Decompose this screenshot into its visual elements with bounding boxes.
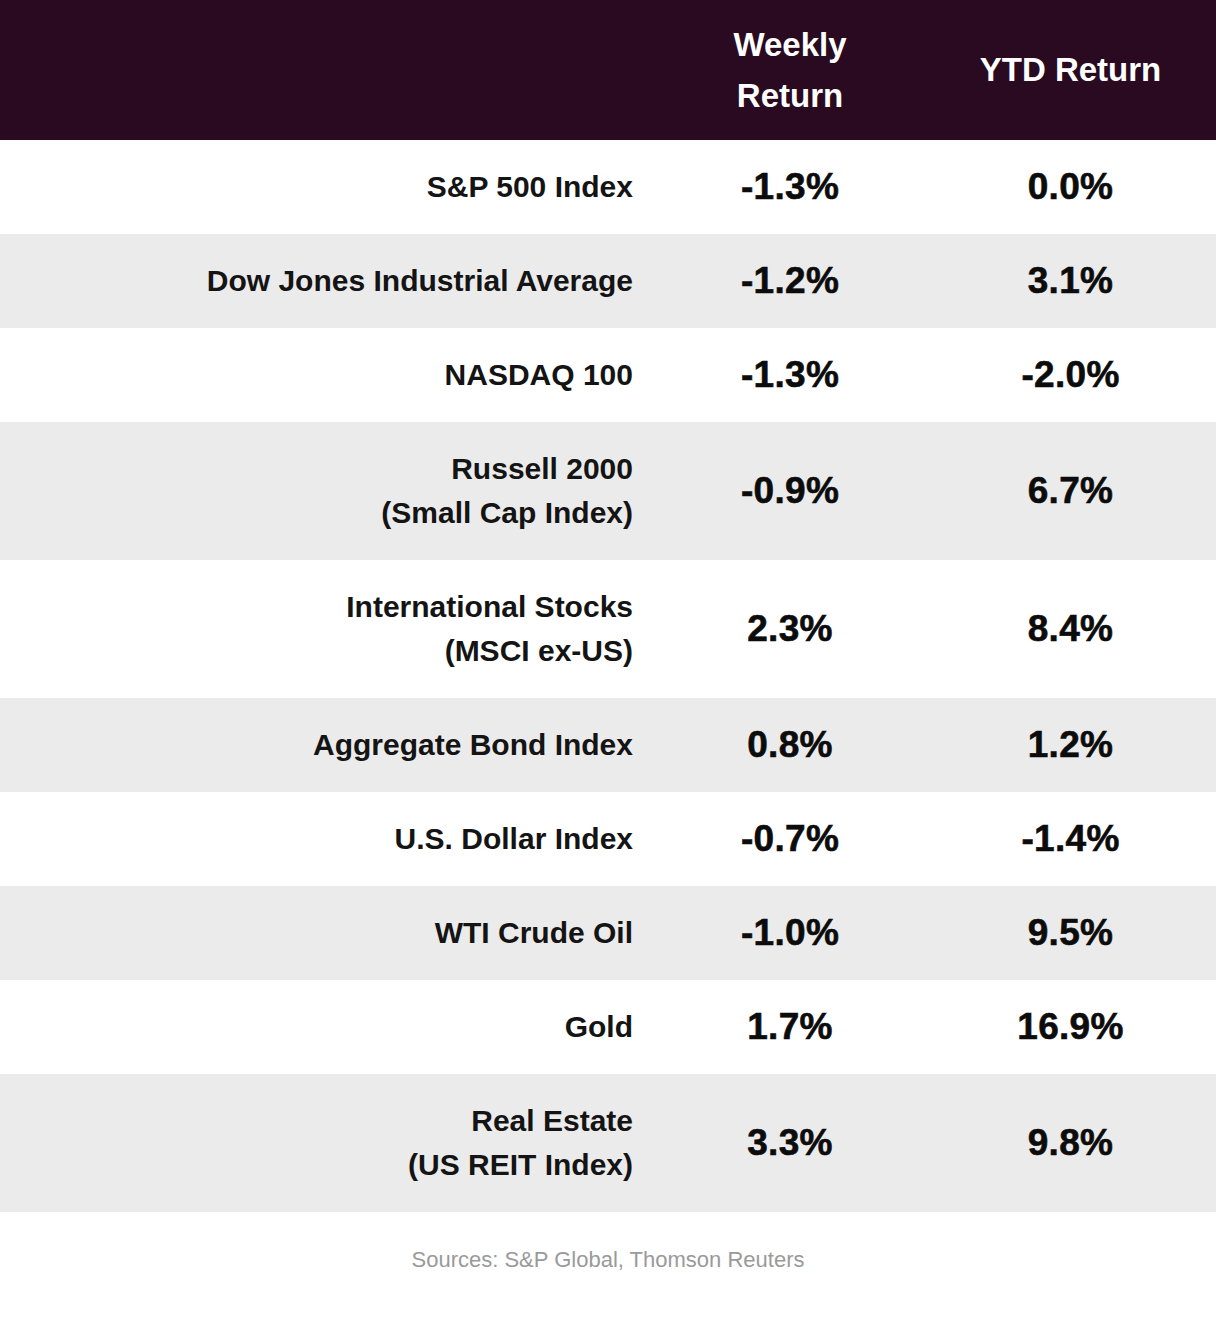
asset-label: NASDAQ 100 — [0, 353, 633, 397]
weekly-return-value: -1.2% — [655, 260, 925, 302]
asset-label: Aggregate Bond Index — [0, 723, 633, 767]
table-footer: Sources: S&P Global, Thomson Reuters — [0, 1212, 1216, 1324]
table-row-dow-jones: Dow Jones Industrial Average -1.2% 3.1% — [0, 234, 1216, 328]
asset-label-cell: Gold — [0, 1005, 655, 1049]
asset-label: International Stocks — [0, 585, 633, 629]
asset-label-cell: U.S. Dollar Index — [0, 817, 655, 861]
header-ytd-return-column: YTD Return — [925, 0, 1216, 140]
ytd-return-header-label: YTD Return — [980, 44, 1162, 95]
ytd-return-value: -1.4% — [925, 818, 1216, 860]
asset-label: Russell 2000 — [0, 447, 633, 491]
ytd-return-value: 16.9% — [925, 1006, 1216, 1048]
ytd-return-value: 3.1% — [925, 260, 1216, 302]
ytd-return-value: 9.5% — [925, 912, 1216, 954]
asset-label-cell: S&P 500 Index — [0, 165, 655, 209]
asset-sublabel: (US REIT Index) — [0, 1143, 633, 1187]
asset-label-cell: WTI Crude Oil — [0, 911, 655, 955]
asset-label: Gold — [0, 1005, 633, 1049]
table-row-sp500: S&P 500 Index -1.3% 0.0% — [0, 140, 1216, 234]
table-body: S&P 500 Index -1.3% 0.0% Dow Jones Indus… — [0, 140, 1216, 1212]
header-weekly-return-column: Weekly Return — [655, 0, 925, 140]
weekly-market-returns-table: Weekly Return YTD Return S&P 500 Index -… — [0, 0, 1216, 1324]
asset-label-cell: Aggregate Bond Index — [0, 723, 655, 767]
ytd-return-value: 1.2% — [925, 724, 1216, 766]
ytd-return-value: 9.8% — [925, 1122, 1216, 1164]
ytd-return-value: 0.0% — [925, 166, 1216, 208]
table-row-us-dollar: U.S. Dollar Index -0.7% -1.4% — [0, 792, 1216, 886]
ytd-return-value: -2.0% — [925, 354, 1216, 396]
asset-label-cell: Real Estate (US REIT Index) — [0, 1099, 655, 1187]
table-header: Weekly Return YTD Return — [0, 0, 1216, 140]
asset-label: WTI Crude Oil — [0, 911, 633, 955]
asset-label: U.S. Dollar Index — [0, 817, 633, 861]
asset-label: Dow Jones Industrial Average — [0, 259, 633, 303]
table-row-aggregate-bond: Aggregate Bond Index 0.8% 1.2% — [0, 698, 1216, 792]
weekly-return-value: -0.7% — [655, 818, 925, 860]
asset-label-cell: NASDAQ 100 — [0, 353, 655, 397]
asset-label: Real Estate — [0, 1099, 633, 1143]
asset-sublabel: (Small Cap Index) — [0, 491, 633, 535]
table-row-nasdaq: NASDAQ 100 -1.3% -2.0% — [0, 328, 1216, 422]
asset-sublabel: (MSCI ex-US) — [0, 629, 633, 673]
weekly-return-value: 1.7% — [655, 1006, 925, 1048]
table-row-real-estate: Real Estate (US REIT Index) 3.3% 9.8% — [0, 1074, 1216, 1212]
weekly-return-value: 0.8% — [655, 724, 925, 766]
asset-label-cell: International Stocks (MSCI ex-US) — [0, 585, 655, 673]
weekly-return-value: -1.3% — [655, 354, 925, 396]
asset-label: S&P 500 Index — [0, 165, 633, 209]
weekly-return-value: -1.0% — [655, 912, 925, 954]
header-spacer-cell — [0, 0, 655, 140]
table-row-wti-crude: WTI Crude Oil -1.0% 9.5% — [0, 886, 1216, 980]
weekly-return-header-label: Weekly Return — [708, 19, 873, 121]
ytd-return-value: 6.7% — [925, 470, 1216, 512]
ytd-return-value: 8.4% — [925, 608, 1216, 650]
table-row-gold: Gold 1.7% 16.9% — [0, 980, 1216, 1074]
asset-label-cell: Dow Jones Industrial Average — [0, 259, 655, 303]
asset-label-cell: Russell 2000 (Small Cap Index) — [0, 447, 655, 535]
weekly-return-value: 2.3% — [655, 608, 925, 650]
table-row-russell-2000: Russell 2000 (Small Cap Index) -0.9% 6.7… — [0, 422, 1216, 560]
weekly-return-value: -1.3% — [655, 166, 925, 208]
table-row-international-stocks: International Stocks (MSCI ex-US) 2.3% 8… — [0, 560, 1216, 698]
weekly-return-value: -0.9% — [655, 470, 925, 512]
sources-note: Sources: S&P Global, Thomson Reuters — [412, 1247, 805, 1273]
weekly-return-value: 3.3% — [655, 1122, 925, 1164]
